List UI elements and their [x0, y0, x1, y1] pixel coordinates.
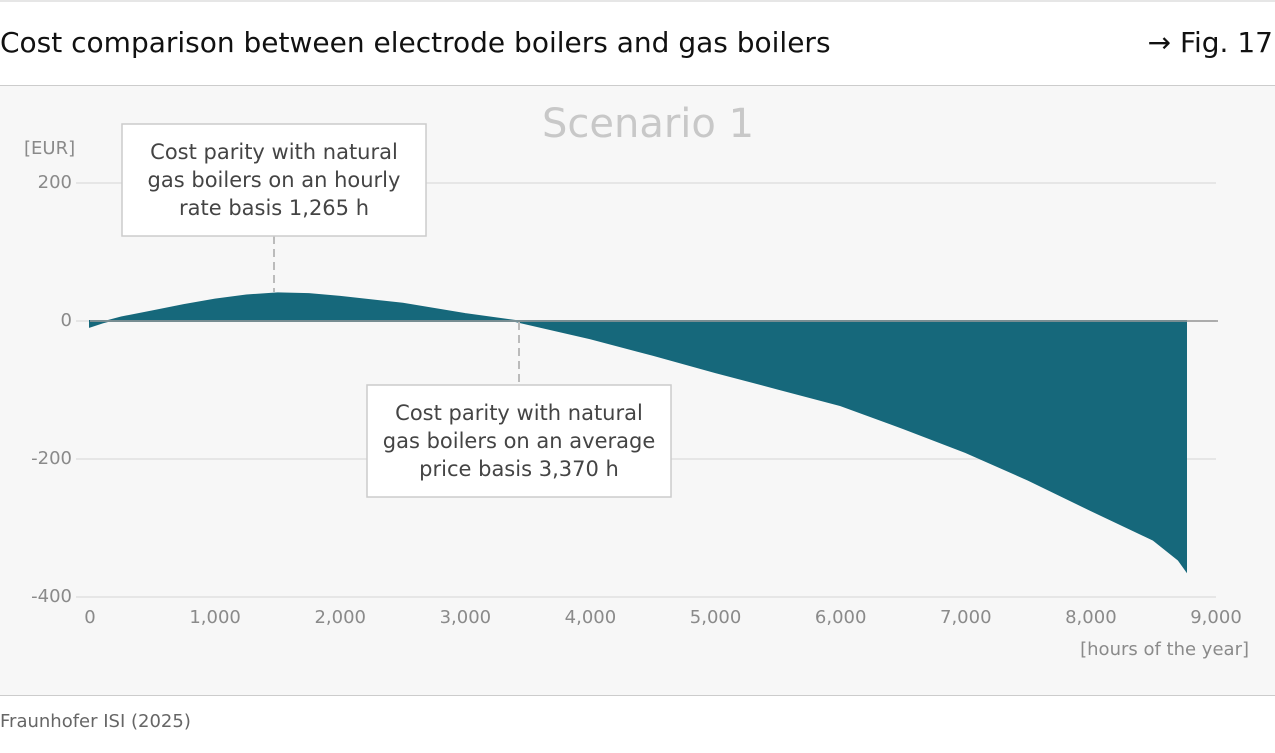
x-tick-label: 1,000	[189, 607, 241, 628]
annotation-text: gas boilers on an average	[383, 429, 656, 453]
y-tick-label: 0	[61, 310, 72, 331]
y-axis-label: [EUR]	[24, 138, 75, 159]
y-tick-label: -400	[31, 586, 72, 607]
area	[89, 292, 1187, 574]
x-axis-label: [hours of the year]	[1080, 639, 1249, 660]
x-tick-label: 5,000	[690, 607, 742, 628]
figure-ref: → Fig. 17	[1148, 26, 1273, 59]
y-tick-label: 200	[38, 172, 72, 193]
annotation-text: Cost parity with natural	[150, 140, 398, 164]
annotation-text: price basis 3,370 h	[419, 457, 619, 481]
annotation-text: rate basis 1,265 h	[179, 196, 369, 220]
plot: 200 0 -200 -400 0 1,000 2,000 3,000 4,000 5,000 6,…	[31, 123, 1242, 628]
annotation-box	[366, 384, 672, 498]
y-tick-label: -200	[31, 448, 72, 469]
x-tick-label: 4,000	[565, 607, 617, 628]
source: Fraunhofer ISI (2025)	[0, 711, 191, 732]
x-tick-label: 0	[84, 607, 95, 628]
chart-title: Scenario 1	[542, 101, 754, 147]
x-tick-label: 8,000	[1065, 607, 1117, 628]
annotation-text: Cost parity with natural	[395, 401, 643, 425]
page-title: Cost comparison between electrode boiler…	[0, 26, 831, 59]
x-tick-label: 9,000	[1190, 607, 1242, 628]
x-tick-label: 2,000	[314, 607, 366, 628]
x-tick-label: 6,000	[815, 607, 867, 628]
x-tick-label: 3,000	[440, 607, 492, 628]
annotation-text: gas boilers on an hourly	[148, 168, 401, 192]
x-tick-label: 7,000	[940, 607, 992, 628]
annotation-box	[121, 123, 427, 237]
